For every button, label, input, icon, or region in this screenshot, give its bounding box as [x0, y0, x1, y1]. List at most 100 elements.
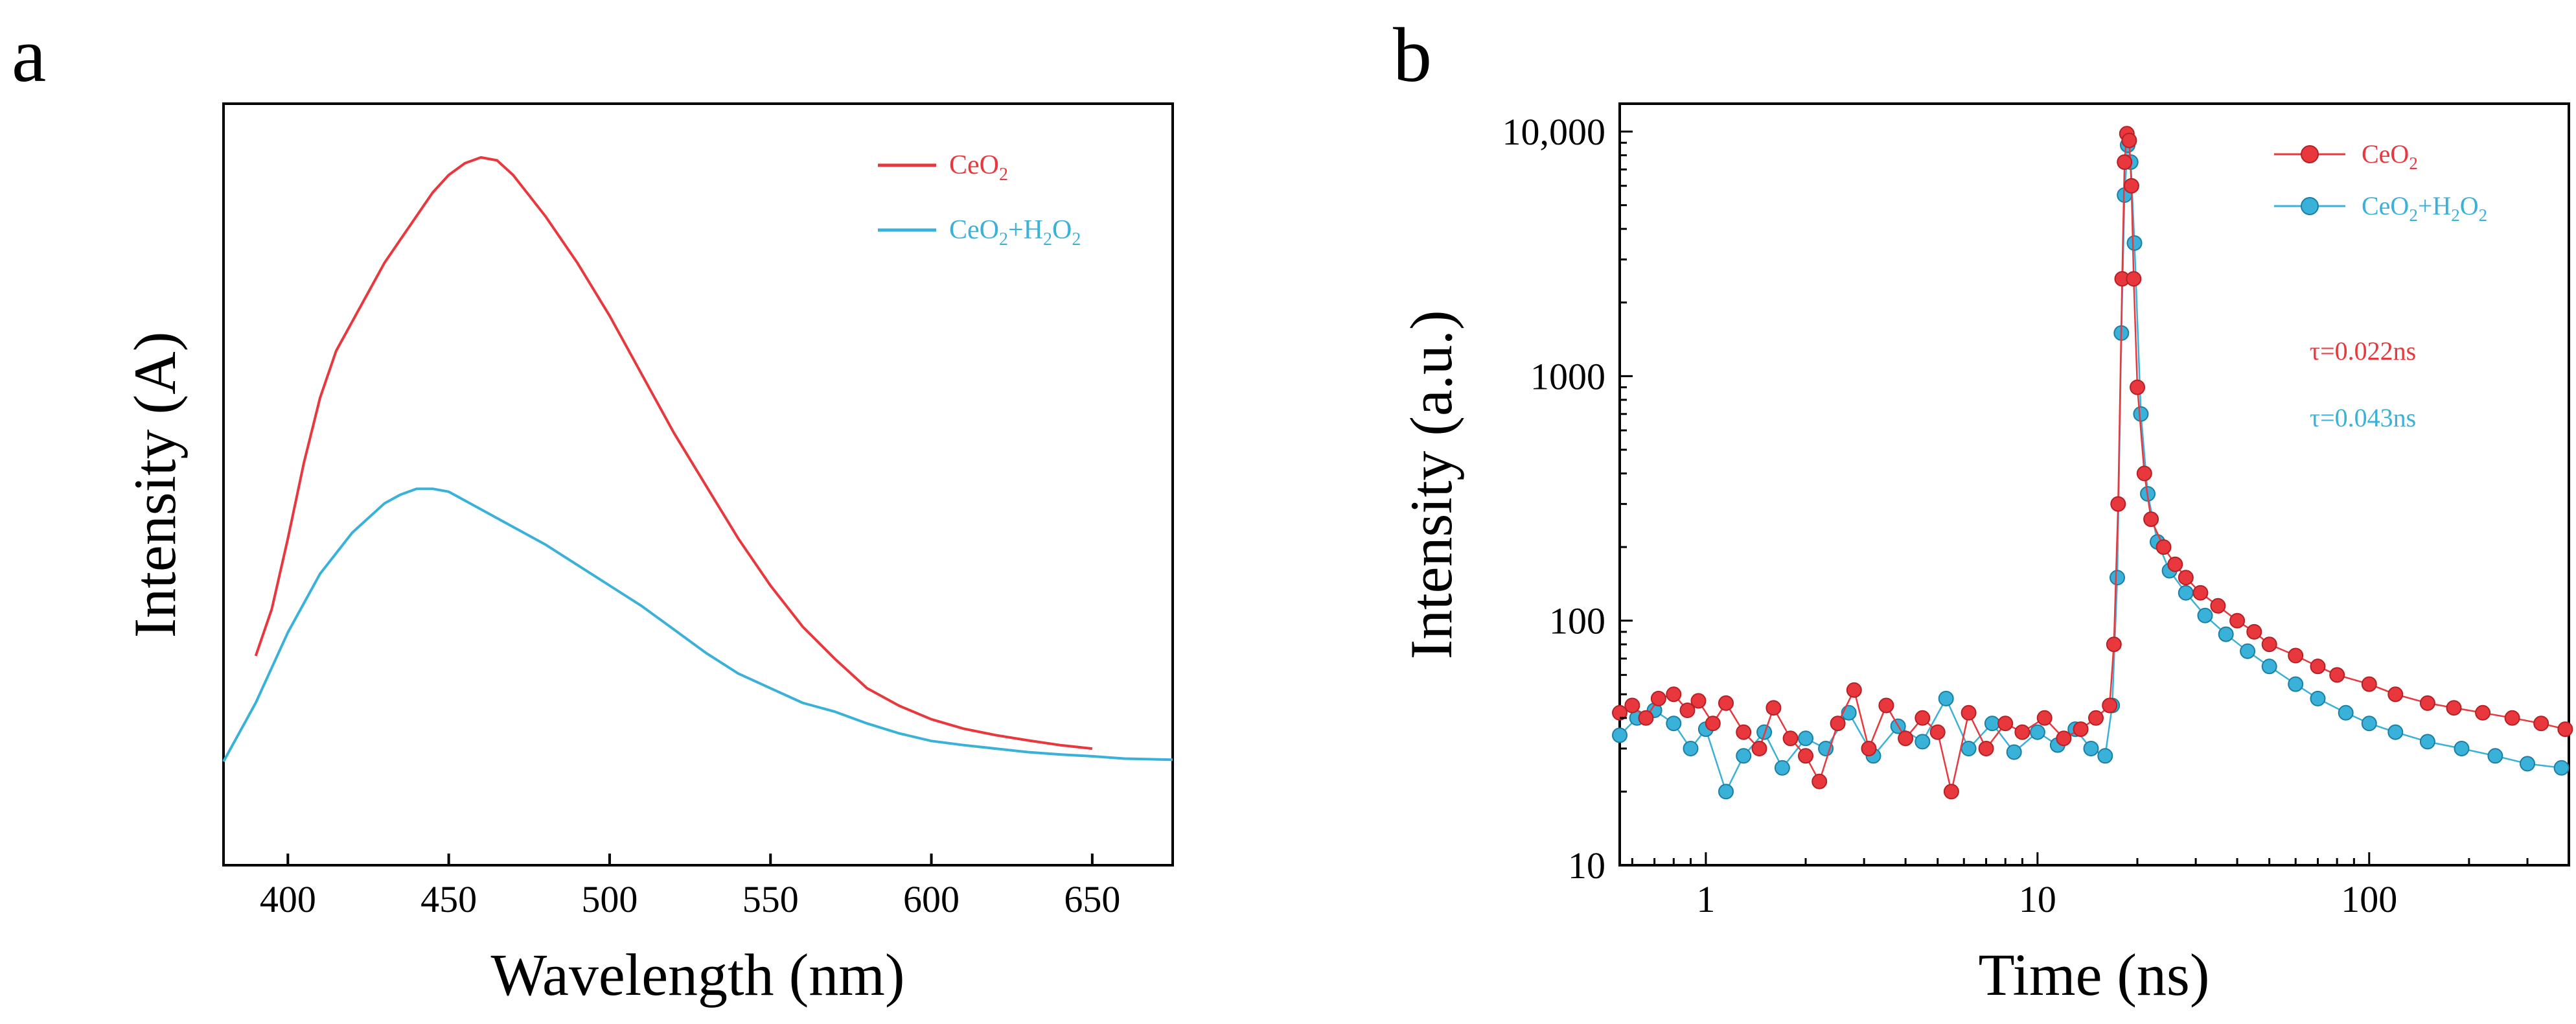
panel-b-data-point — [1638, 710, 1654, 726]
panel-b-data-point — [1811, 773, 1828, 789]
panel-b-data-point — [2361, 716, 2377, 732]
panel-b-data-point — [1978, 741, 1994, 756]
panel-b-data-point — [1612, 727, 1627, 743]
panel-b-legend-marker-ceo2 — [2301, 145, 2319, 163]
panel-b-series-line-1 — [1619, 145, 2562, 794]
panel-b-data-point — [1624, 697, 1640, 714]
panel-b-data-point — [2218, 626, 2234, 642]
panel-b-data-point — [1666, 686, 1682, 703]
panel-b-data-point — [2533, 716, 2549, 732]
panel-b-data-point — [2143, 511, 2159, 528]
panel-b-annotation-tau-ceo2: τ=0.022ns — [2310, 336, 2416, 366]
panel-b-data-point — [1782, 730, 1799, 747]
panel-b-y-tick-label: 1000 — [1530, 355, 1605, 397]
panel-a-legend-item-ceo2-h2o2: CeO2+H2O2 — [878, 215, 1081, 250]
panel-a-series — [222, 156, 1173, 762]
panel-b-data-point — [2387, 724, 2404, 740]
panel-b-data-point — [2338, 704, 2354, 721]
panel-b-data-point — [1997, 716, 2014, 732]
panel-b-x-tick-label: 100 — [2341, 878, 2397, 920]
panel-b-data-point — [1878, 697, 1894, 714]
panel-a-legend-label-ceo2: CeO2 — [949, 150, 1008, 185]
panel-b-data-point — [1798, 748, 1813, 764]
panel-b-y-ticks: 10 100 1000 10,000 — [1502, 111, 1633, 887]
panel-b-data-point — [2361, 676, 2377, 692]
panel-b-data-point — [2310, 658, 2326, 675]
panel-b-data-point — [1736, 724, 1752, 740]
panel-b-data-point — [2229, 612, 2246, 629]
panel-b-data-point — [2110, 496, 2126, 512]
panel-b-data-point — [1718, 784, 1734, 800]
panel-b-annotation-tau-ceo2-h2o2: τ=0.043ns — [2310, 403, 2416, 432]
panel-b-data-point — [2310, 690, 2326, 706]
panel-b-data-point — [2130, 379, 2145, 395]
panel-b-series — [1612, 126, 2573, 800]
panel-b-data-point — [1861, 741, 1877, 756]
panel-b-y-tick-label: 100 — [1549, 600, 1605, 642]
panel-b-data-point — [2197, 607, 2213, 623]
panel-a-x-tick-label: 450 — [420, 878, 477, 920]
panel-b-data-point — [2036, 710, 2053, 726]
panel-b-label: b — [1393, 12, 1432, 98]
panel-b-data-point — [2475, 704, 2491, 721]
panel-b-data-point — [1961, 704, 1977, 721]
panel-b-data-point — [2192, 585, 2209, 601]
panel-b-data-point — [1929, 724, 1946, 740]
panel-b-plot-frame — [1618, 102, 2570, 867]
panel-b-data-point — [1683, 741, 1699, 756]
panel-b-x-ticks: 1 10 100 — [1631, 852, 2570, 920]
panel-a-x-ticks: 400 450 500 550 600 650 — [260, 854, 1120, 920]
panel-b-legend-item-ceo2-h2o2: CeO2+H2O2 — [2274, 191, 2487, 225]
panel-b-legend-label-ceo2-h2o2: CeO2+H2O2 — [2362, 191, 2487, 225]
panel-b-data-point — [1612, 704, 1627, 721]
panel-b-data-point — [2156, 539, 2172, 555]
panel-a-x-tick-label: 500 — [581, 878, 638, 920]
panel-b: b 1 10 100 10 100 1000 10,000 Time (ns) Inten… — [1393, 12, 2573, 1008]
panel-b-data-point — [1679, 703, 1696, 718]
panel-b-data-point — [2029, 724, 2045, 740]
panel-b-legend-item-ceo2: CeO2 — [2274, 139, 2418, 173]
panel-b-data-point — [2329, 667, 2345, 683]
panel-a-series-line-0 — [254, 156, 1093, 751]
panel-b-data-point — [1705, 716, 1721, 732]
panel-b-data-point — [1736, 748, 1752, 764]
panel-b-x-tick-label: 10 — [2019, 878, 2056, 920]
panel-b-data-point — [2006, 744, 2022, 760]
panel-b-data-point — [2261, 636, 2277, 653]
panel-a-label: a — [12, 12, 46, 98]
panel-b-data-point — [2210, 598, 2226, 614]
panel-b-legend-marker-ceo2-h2o2 — [2301, 197, 2319, 215]
panel-b-data-point — [2288, 647, 2304, 664]
panel-a-legend-item-ceo2: CeO2 — [878, 150, 1008, 185]
panel-b-data-point — [1938, 690, 1954, 706]
panel-b-data-point — [2487, 748, 2503, 764]
panel-b-x-axis-label: Time (ns) — [1979, 942, 2210, 1008]
panel-b-data-point — [1650, 690, 1666, 706]
panel-b-data-point — [2261, 658, 2277, 675]
panel-b-data-point — [1718, 695, 1734, 711]
panel-b-data-point — [1798, 730, 1813, 747]
panel-b-data-point — [2126, 235, 2143, 251]
panel-b-data-point — [1774, 760, 1790, 776]
panel-b-data-point — [1943, 784, 1959, 800]
panel-b-data-point — [2288, 676, 2304, 692]
panel-b-data-point — [2136, 465, 2152, 482]
panel-b-data-point — [1830, 716, 1846, 732]
panel-b-data-point — [1961, 741, 1977, 756]
panel-b-data-point — [2520, 756, 2535, 772]
panel-a-plot-frame — [222, 102, 1174, 867]
panel-b-data-point — [2387, 686, 2404, 703]
panel-a-y-axis-label: Intensity (A) — [122, 332, 188, 638]
panel-b-x-tick-label: 1 — [1696, 878, 1715, 920]
panel-b-data-point — [2454, 741, 2470, 756]
panel-b-legend-label-ceo2: CeO2 — [2362, 139, 2418, 173]
panel-b-data-point — [2178, 570, 2194, 586]
panel-b-data-point — [2133, 406, 2149, 422]
panel-b-data-point — [2110, 570, 2125, 586]
panel-b-data-point — [1915, 710, 1931, 726]
panel-b-data-point — [2123, 178, 2139, 194]
panel-b-data-point — [1915, 734, 1931, 750]
panel-b-legend: CeO2 CeO2+H2O2 — [2274, 139, 2487, 225]
panel-b-data-point — [1765, 700, 1782, 716]
